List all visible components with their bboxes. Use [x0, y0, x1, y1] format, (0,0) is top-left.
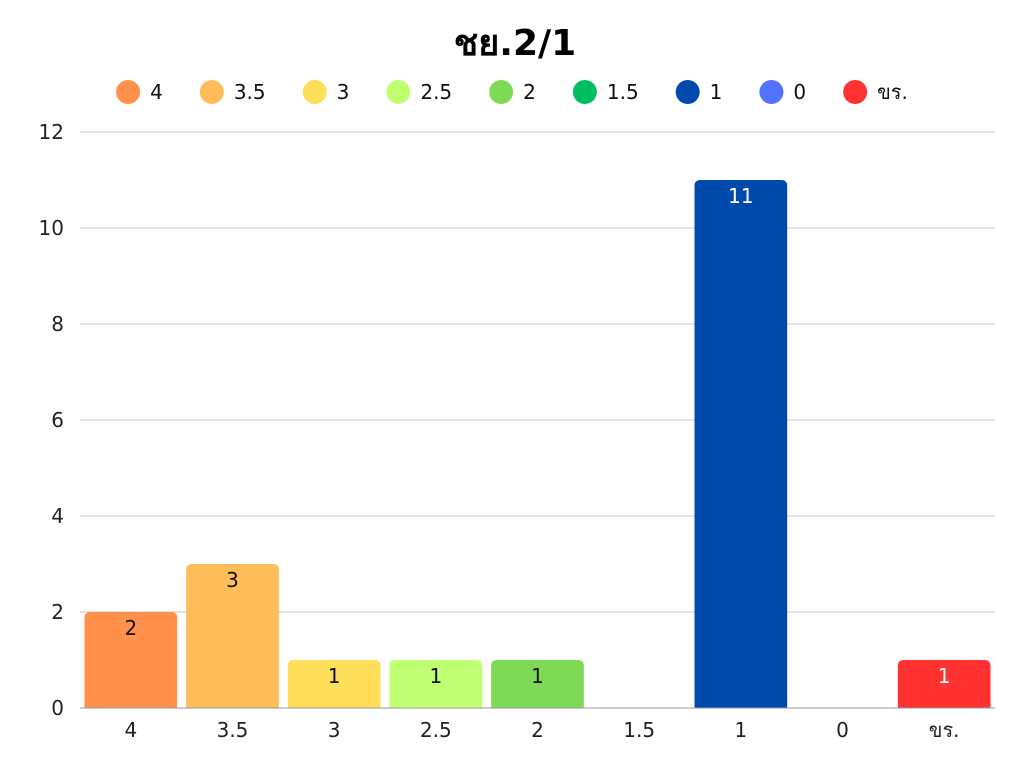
y-tick-label: 10 [39, 216, 64, 240]
y-tick-label: 4 [51, 504, 64, 528]
legend-swatch [843, 80, 868, 104]
x-tick-label: 1.5 [623, 718, 655, 742]
legend-item: 3 [302, 80, 350, 104]
legend-item: 4 [116, 80, 163, 104]
x-tick-label: 3 [328, 718, 341, 742]
y-tick-label: 12 [39, 120, 64, 144]
legend-item: 0 [759, 80, 806, 104]
bar [389, 660, 483, 708]
legend-item: 1 [675, 80, 723, 104]
legend-swatch [116, 80, 141, 104]
x-tick-label: ขร. [929, 718, 960, 742]
legend-item: 1.5 [572, 80, 639, 104]
y-tick-label: 8 [51, 312, 64, 336]
x-tick-label: 0 [836, 718, 849, 742]
legend-item: 2 [489, 80, 536, 104]
x-tick-label: 2 [531, 718, 544, 742]
y-tick-label: 6 [51, 408, 64, 432]
legend-label: 3.5 [234, 80, 266, 104]
bar-value-label: 1 [429, 664, 442, 688]
legend-swatch [489, 80, 514, 104]
legend-label: 1.5 [607, 80, 639, 104]
legend-swatch [675, 80, 700, 104]
bar-value-label: 1 [938, 664, 951, 688]
bar-value-label: 1 [328, 664, 341, 688]
legend-swatch [199, 80, 224, 104]
bar-value-label: 3 [226, 568, 239, 592]
x-tick-label: 4 [124, 718, 137, 742]
legend-swatch [386, 80, 411, 104]
legend-label: 2.5 [420, 80, 452, 104]
y-tick-label: 0 [51, 696, 64, 720]
chart-legend: 4 3.5 3 2.5 2 1.5 1 0 ขร. [116, 80, 908, 104]
legend-item: ขร. [843, 80, 908, 104]
bar [84, 612, 178, 708]
legend-swatch [572, 80, 597, 104]
y-tick-label: 2 [51, 600, 64, 624]
x-axis: 4 3.5 3 2.5 2 1.5 1 0 ขร. [80, 707, 995, 742]
gridlines [80, 131, 995, 613]
legend-label: ขร. [877, 80, 908, 104]
bar [694, 180, 788, 708]
x-tick-label: 2.5 [420, 718, 452, 742]
legend-swatch [302, 80, 327, 104]
chart-title: ชย.2/1 [454, 23, 576, 64]
legend-swatch [759, 80, 784, 104]
legend-label: 0 [793, 80, 806, 104]
legend-label: 1 [710, 80, 723, 104]
y-axis: 0 2 4 6 8 10 12 [39, 120, 64, 720]
x-tick-label: 1 [734, 718, 747, 742]
bar-value-label: 1 [531, 664, 544, 688]
bar [287, 660, 381, 708]
x-tick-label: 3.5 [217, 718, 249, 742]
bar [186, 564, 279, 708]
bar-value-label: 11 [728, 184, 753, 208]
bar-value-label: 2 [124, 616, 137, 640]
legend-label: 3 [337, 80, 350, 104]
legend-label: 4 [150, 80, 163, 104]
legend-item: 3.5 [199, 80, 266, 104]
bar [491, 660, 584, 708]
legend-label: 2 [523, 80, 536, 104]
bar [897, 660, 991, 708]
legend-item: 2.5 [386, 80, 452, 104]
